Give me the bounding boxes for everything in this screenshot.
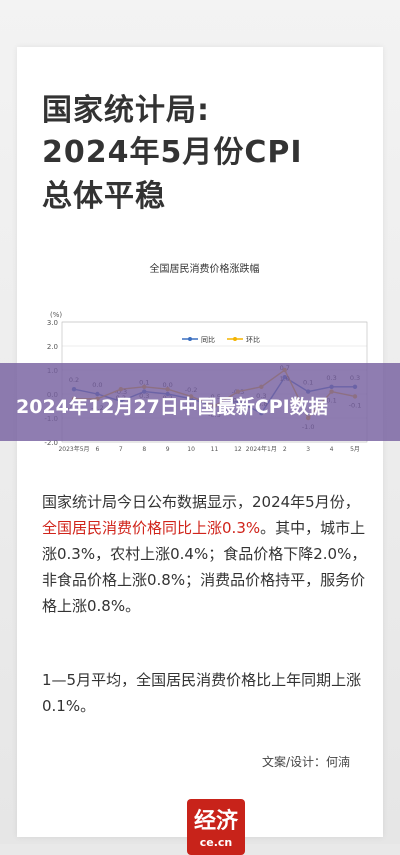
poster-title-main: 2024年5月份CPI <box>42 135 303 170</box>
x-tick-label: 11 <box>211 446 219 452</box>
x-tick-label: 6 <box>96 446 100 452</box>
x-tick-label: 5月 <box>350 446 360 452</box>
poster-title-sub: 总体平稳 <box>42 179 166 214</box>
poster-card: 国家统计局: 2024年5月份CPI 总体平稳 全国居民消费价格涨跌幅 (%) 3… <box>17 47 383 855</box>
p1-rest: 。其中，城市上涨0.3%，农村上涨0.4%；食品价格下降2.0%，非食品价格上涨… <box>42 519 367 615</box>
chart-title: 全国居民消费价格涨跌幅 <box>149 264 260 275</box>
article-paragraph-2: 1—5月平均，全国居民消费价格比上年同期上涨0.1%。 <box>42 671 362 715</box>
headline-text: 2024年12月27日中国最新CPI数据 <box>16 396 328 418</box>
x-tick-label: 7 <box>119 446 123 452</box>
x-tick-label: 10 <box>187 446 195 452</box>
poster-title-source: 国家统计局: <box>42 93 210 128</box>
legend-marker <box>188 337 192 341</box>
x-tick-label: 2 <box>283 446 287 452</box>
ce-logo: 经济 ce.cn <box>187 799 245 855</box>
legend-label: 环比 <box>246 335 260 344</box>
y-tick-label: -2.0 <box>44 439 58 447</box>
legend-marker <box>233 337 237 341</box>
x-tick-label: 9 <box>166 446 170 452</box>
y-tick-label: 2.0 <box>47 343 58 351</box>
x-tick-label: 3 <box>306 446 310 452</box>
logo-domain: ce.cn <box>199 836 233 849</box>
logo-script: 经济 <box>193 808 238 834</box>
p1-highlight: 全国居民消费价格同比上涨0.3% <box>42 519 261 537</box>
design-credit: 文案/设计：何湳 <box>261 755 350 769</box>
article-paragraph-1: 国家统计局今日公布数据显示，2024年5月份， 全国居民消费价格同比上涨0.3%。… <box>42 489 372 619</box>
x-tick-label: 4 <box>330 446 334 452</box>
y-unit-label: (%) <box>50 311 62 319</box>
x-tick-label: 2024年1月 <box>246 445 277 452</box>
x-tick-label: 12 <box>234 446 242 452</box>
legend-label: 同比 <box>201 335 215 344</box>
headline-banner: 2024年12月27日中国最新CPI数据 <box>0 363 400 441</box>
p1-text: 国家统计局今日公布数据显示，2024年5月份， <box>42 493 360 511</box>
y-tick-label: 3.0 <box>47 319 58 327</box>
x-tick-label: 8 <box>142 446 146 452</box>
x-tick-label: 2023年5月 <box>58 445 89 452</box>
